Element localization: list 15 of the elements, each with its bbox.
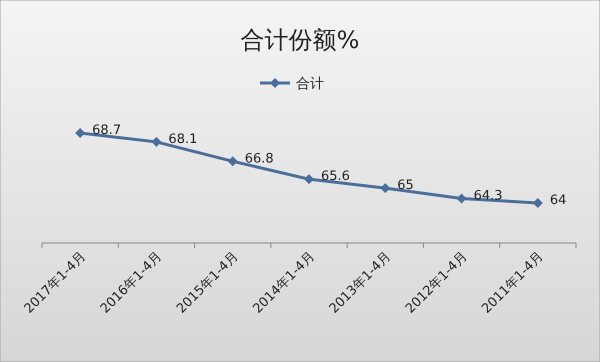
data-label: 65.6 [321, 169, 350, 184]
point [304, 174, 314, 184]
point [456, 194, 467, 204]
point [532, 198, 543, 208]
data-label: 68.1 [168, 132, 198, 147]
data-label: 68.7 [92, 123, 122, 138]
data-label: 66.8 [244, 151, 274, 166]
point [228, 156, 238, 166]
data-label: 65 [397, 178, 414, 194]
point [380, 183, 390, 194]
data-label: 64 [550, 193, 566, 208]
legend-label: 合计 [296, 76, 324, 92]
point [75, 128, 86, 138]
chart-title: 合计份额% [240, 26, 360, 54]
point [151, 136, 162, 147]
